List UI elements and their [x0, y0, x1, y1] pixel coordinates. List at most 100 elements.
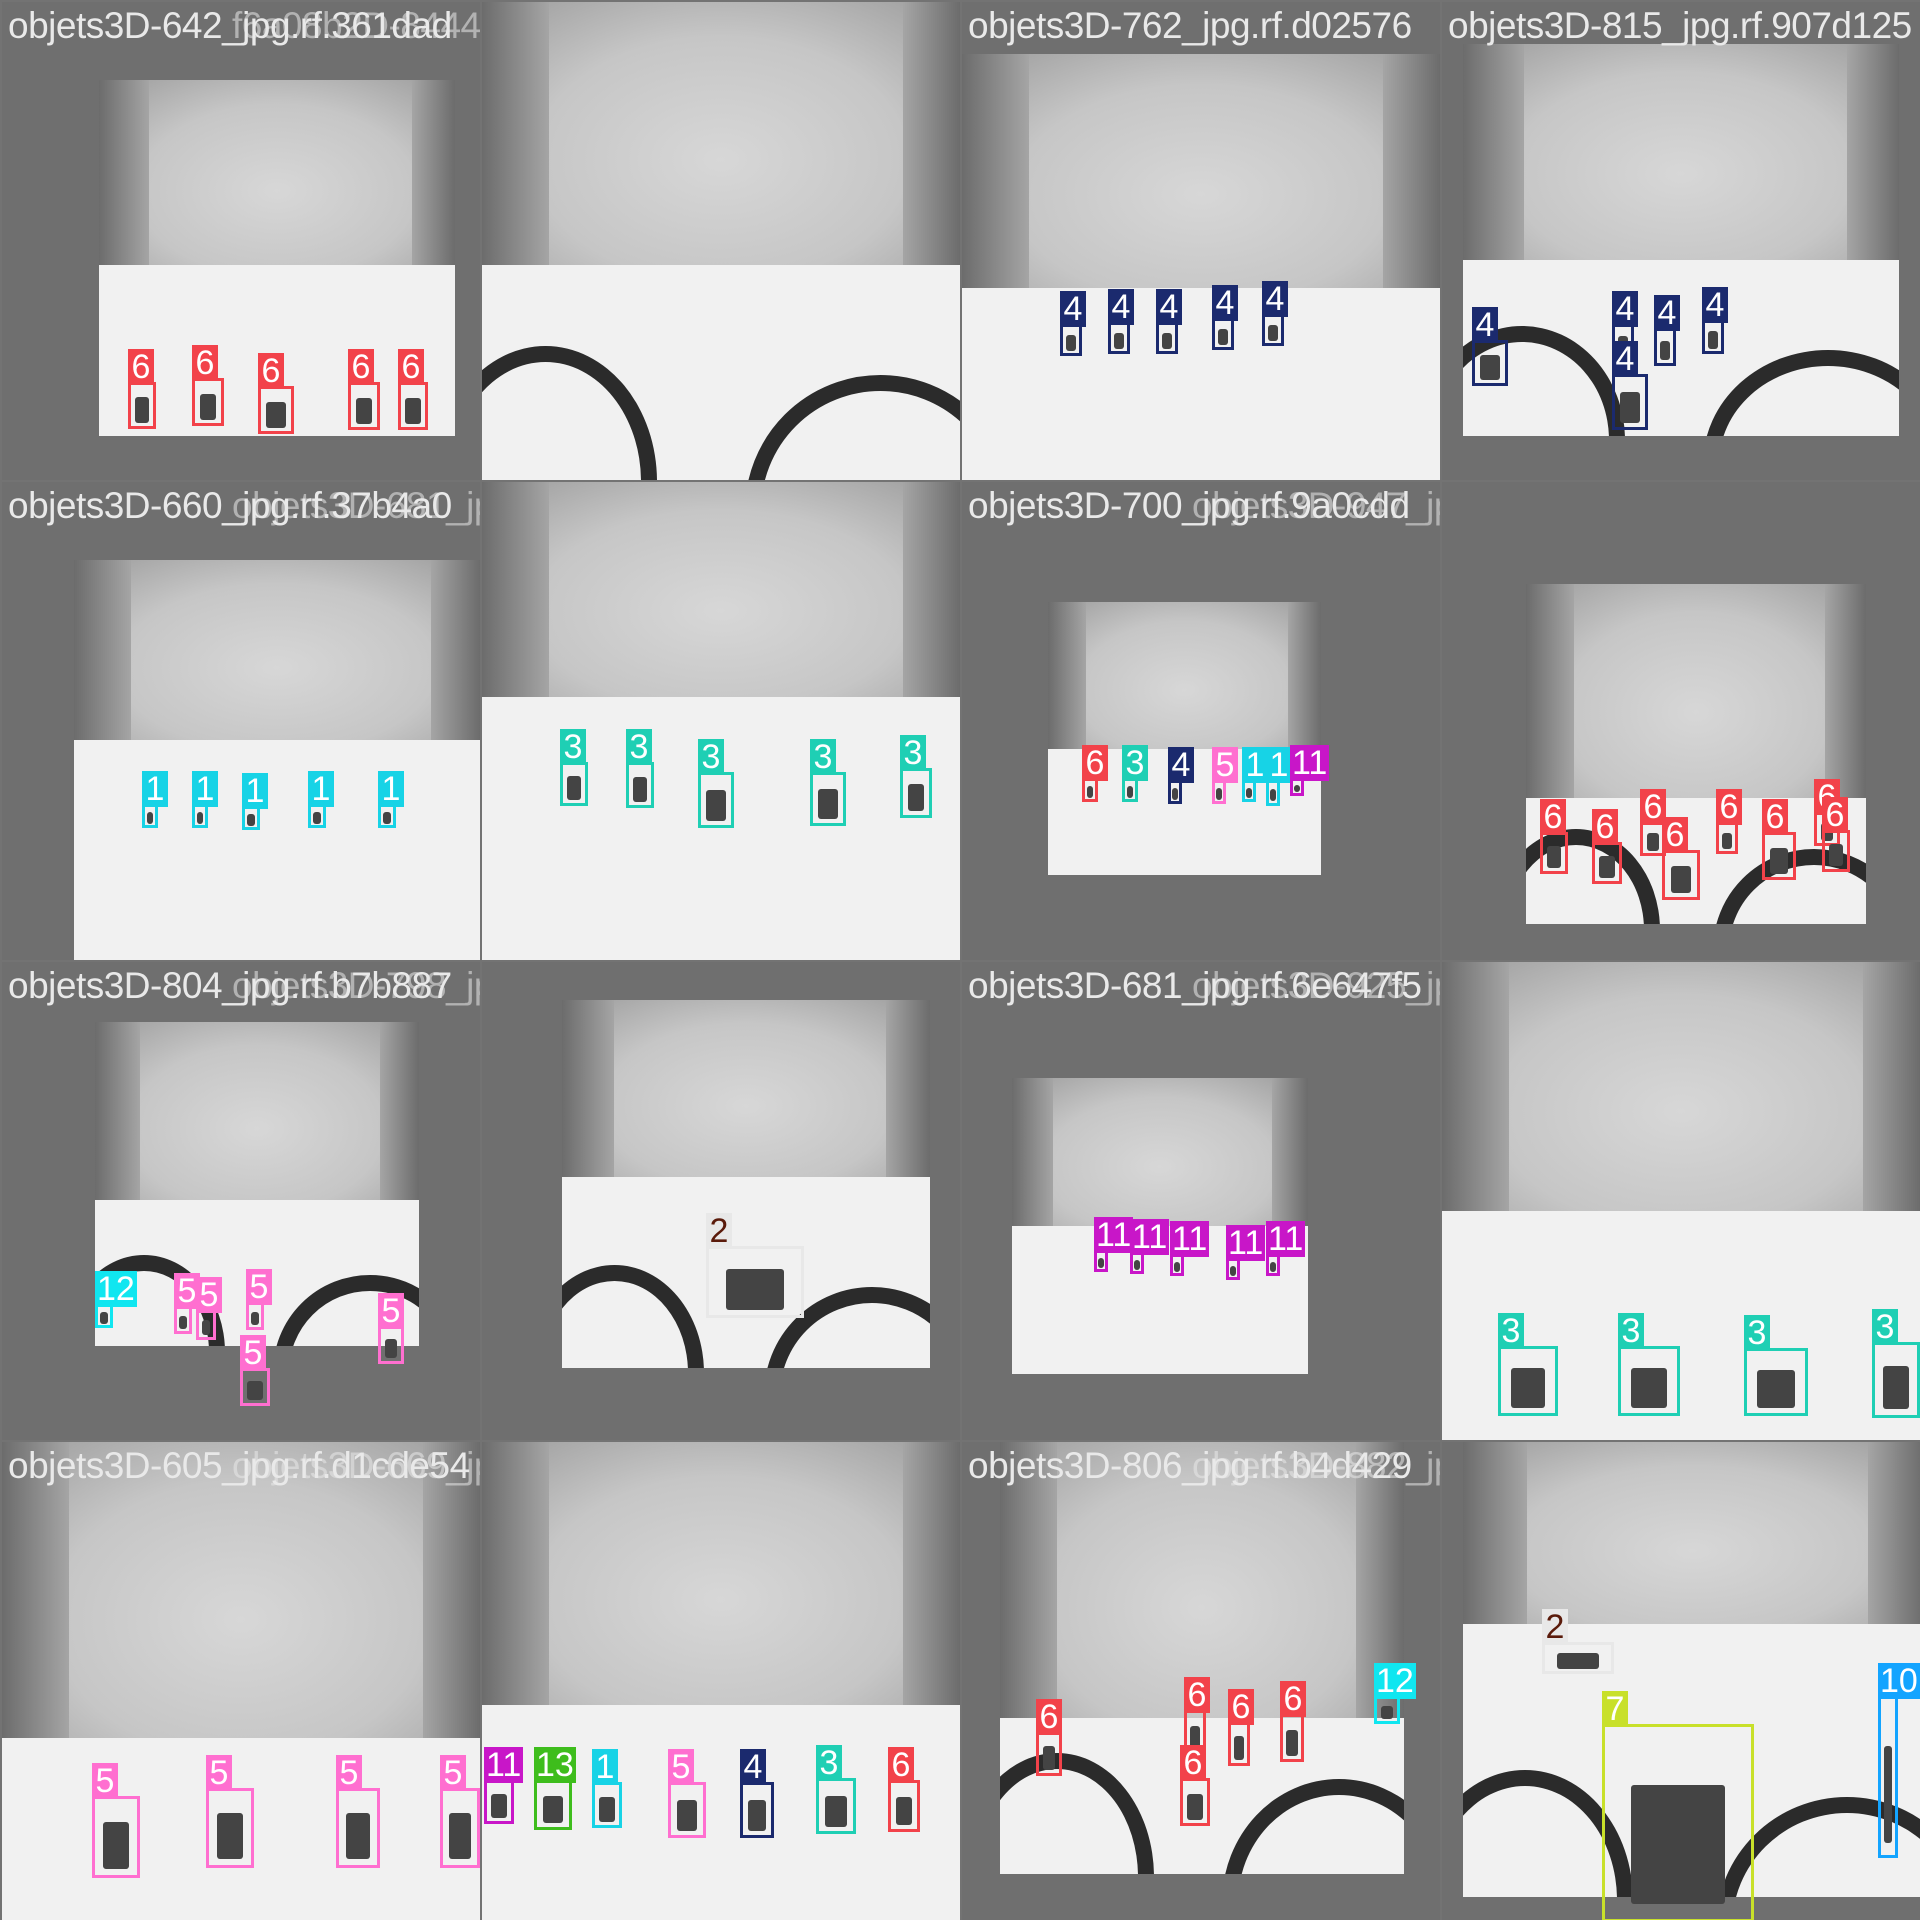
- class-label: 11: [484, 1746, 524, 1784]
- bounding-box: 6: [1716, 789, 1742, 854]
- object-shape: [1882, 1366, 1910, 1410]
- camera-photo: [1000, 1442, 1404, 1874]
- object-shape: [134, 397, 150, 423]
- bounding-box: 13: [534, 1747, 576, 1830]
- bounding-box: 4: [1060, 291, 1086, 356]
- object-shape: [895, 1796, 913, 1826]
- bounding-box: 6: [1640, 789, 1666, 856]
- object-shape: [383, 812, 391, 824]
- object-shape: [1883, 1745, 1893, 1843]
- object-shape: [1172, 788, 1178, 800]
- bounding-box: 12: [1374, 1663, 1416, 1724]
- class-label: 6: [1184, 1677, 1210, 1713]
- bounding-box: 5: [378, 1293, 404, 1364]
- bounding-box: 2: [706, 1213, 804, 1318]
- class-label: 5: [440, 1755, 466, 1791]
- camera-photo: [1048, 602, 1321, 875]
- object-shape: [1380, 1705, 1394, 1720]
- bounding-box: 1: [308, 771, 334, 828]
- class-label: 3: [698, 739, 724, 775]
- bounding-box: 6: [398, 349, 428, 430]
- class-label: 5: [1212, 747, 1238, 783]
- object-shape: [1126, 786, 1134, 798]
- bounding-box: 5: [246, 1269, 272, 1330]
- object-shape: [1161, 332, 1173, 349]
- bounding-box: 5: [240, 1335, 270, 1406]
- class-label: 4: [1212, 285, 1238, 321]
- bounding-box: 12: [95, 1271, 137, 1328]
- image-filename: objets3D-804_jpg.rf.b7b887: [8, 965, 452, 1006]
- overlapping-filename: objets3D-947_jpg.rf.620f79c: [1192, 485, 1440, 526]
- object-shape: [676, 1800, 698, 1831]
- class-label: 4: [1612, 291, 1638, 327]
- bounding-box: 6: [1592, 809, 1622, 884]
- class-label: 3: [626, 729, 652, 765]
- camera-photo: [482, 482, 960, 960]
- class-label: 6: [1716, 789, 1742, 825]
- image-tile: 4 4 4 4 4 objets3D-762_jpg.rf.d02576: [962, 2, 1440, 480]
- image-tile: 6 3 4 5 1 1 11 objets3D-700_jpg.rf.9a0cdd objets…: [962, 482, 1440, 960]
- object-shape: [196, 812, 204, 824]
- camera-photo: [482, 1442, 960, 1920]
- class-label: 3: [1872, 1309, 1898, 1345]
- class-label: 5: [246, 1269, 272, 1305]
- class-label: 4: [1168, 747, 1194, 783]
- class-label: 6: [398, 349, 424, 385]
- object-shape: [1098, 1257, 1104, 1268]
- image-tile: 2: [482, 962, 960, 1440]
- object-shape: [216, 1813, 244, 1860]
- bounding-box: 5: [336, 1755, 380, 1868]
- object-shape: [355, 397, 373, 424]
- bounding-box: 1: [242, 773, 268, 830]
- bounding-box: 6: [348, 349, 380, 430]
- class-label: 5: [240, 1335, 266, 1371]
- object-shape: [1620, 392, 1640, 423]
- class-label: 6: [348, 349, 374, 385]
- class-label: 1: [1266, 747, 1292, 783]
- class-label: 3: [1618, 1313, 1644, 1349]
- bounding-box: 5: [92, 1763, 140, 1878]
- class-label: 1: [192, 771, 218, 807]
- class-label: 6: [1280, 1681, 1306, 1717]
- class-label: 6: [1592, 809, 1618, 845]
- object-shape: [1246, 787, 1252, 798]
- image-tile: 66666666: [1442, 482, 1920, 960]
- class-label: 7: [1602, 1691, 1628, 1727]
- bounding-box: 11: [484, 1747, 524, 1824]
- bounding-box: 1: [378, 771, 404, 828]
- bounding-box: 3: [560, 729, 588, 806]
- object-shape: [405, 397, 421, 424]
- bounding-box: 6: [192, 345, 224, 426]
- bounding-box: 6: [1540, 799, 1568, 874]
- object-shape: [1480, 355, 1500, 380]
- bounding-box: 11: [1094, 1217, 1134, 1272]
- class-label: 5: [668, 1749, 694, 1785]
- bounding-box: 4: [1654, 295, 1680, 366]
- object-shape: [1086, 786, 1094, 798]
- object-shape: [100, 1312, 108, 1324]
- bounding-box: 11: [1170, 1221, 1210, 1276]
- class-label: 4: [1654, 295, 1680, 331]
- class-label: 12: [1374, 1662, 1416, 1700]
- image-tile: 3 3 3 3: [1442, 962, 1920, 1440]
- object-shape: [632, 777, 648, 802]
- class-label: 2: [706, 1213, 732, 1249]
- overlapping-filename: objets3D-798_jpg.rf.d63168: [232, 965, 480, 1006]
- bounding-box: 4: [1472, 307, 1508, 386]
- bounding-box: 7: [1602, 1691, 1754, 1920]
- object-shape: [1187, 1793, 1203, 1820]
- object-shape: [1134, 1259, 1140, 1270]
- class-label: 1: [242, 773, 268, 809]
- object-shape: [1042, 1746, 1056, 1770]
- object-shape: [1174, 1261, 1180, 1272]
- bounding-box: 6: [1762, 799, 1796, 880]
- object-shape: [1670, 866, 1692, 894]
- class-label: 6: [1082, 745, 1108, 781]
- camera-photo: [1442, 962, 1920, 1440]
- bounding-box: 3: [900, 735, 932, 818]
- class-label: 10: [1878, 1662, 1920, 1700]
- class-label: 6: [1822, 797, 1848, 833]
- bounding-box: 10: [1878, 1663, 1920, 1858]
- object-shape: [1230, 1265, 1236, 1276]
